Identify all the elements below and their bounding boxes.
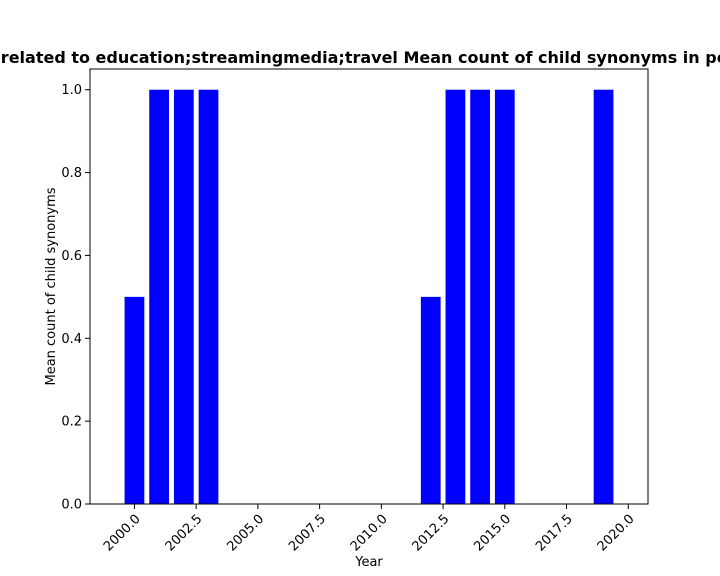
y-tick-label: 1.0 (61, 83, 82, 98)
bar-2012 (420, 296, 441, 504)
bars-group (124, 89, 614, 504)
bar-2019 (593, 89, 614, 504)
x-tick-label: 2007.5 (286, 512, 329, 555)
y-tick-label: 0.4 (61, 332, 82, 347)
bar-2014 (470, 89, 490, 504)
x-tick-label: 2005.0 (224, 512, 267, 555)
chart-title: Nodes related to education;streamingmedi… (0, 48, 720, 67)
x-axis: 2000.0 2002.5 2005.0 2007.5 2010.0 2012.5 2015… (101, 504, 638, 554)
bar-2003 (198, 89, 219, 504)
y-tick-label: 0.8 (61, 166, 82, 181)
y-tick-label: 0.6 (61, 249, 82, 264)
bar-2001 (149, 89, 170, 504)
x-tick-label: 2020.0 (595, 512, 638, 555)
y-axis-label: Mean count of child synonyms (44, 187, 59, 385)
bar-2015 (494, 89, 515, 504)
plot-frame (89, 68, 649, 505)
bar-2000 (124, 296, 145, 504)
bar-2002 (173, 89, 194, 504)
x-tick-label: 2010.0 (348, 512, 391, 555)
bar-2013 (445, 89, 466, 504)
x-tick-label: 2012.5 (410, 512, 453, 555)
y-axis: 0.0 0.2 0.4 0.6 0.8 1.0 (61, 83, 90, 513)
y-tick-label: 0.0 (61, 498, 82, 513)
x-tick-label: 2000.0 (101, 512, 144, 555)
x-axis-label: Year (354, 555, 383, 570)
x-tick-label: 2002.5 (163, 512, 206, 555)
x-tick-label: 2015.0 (471, 512, 514, 555)
x-tick-label: 2017.5 (533, 512, 576, 555)
y-tick-label: 0.2 (61, 415, 82, 430)
